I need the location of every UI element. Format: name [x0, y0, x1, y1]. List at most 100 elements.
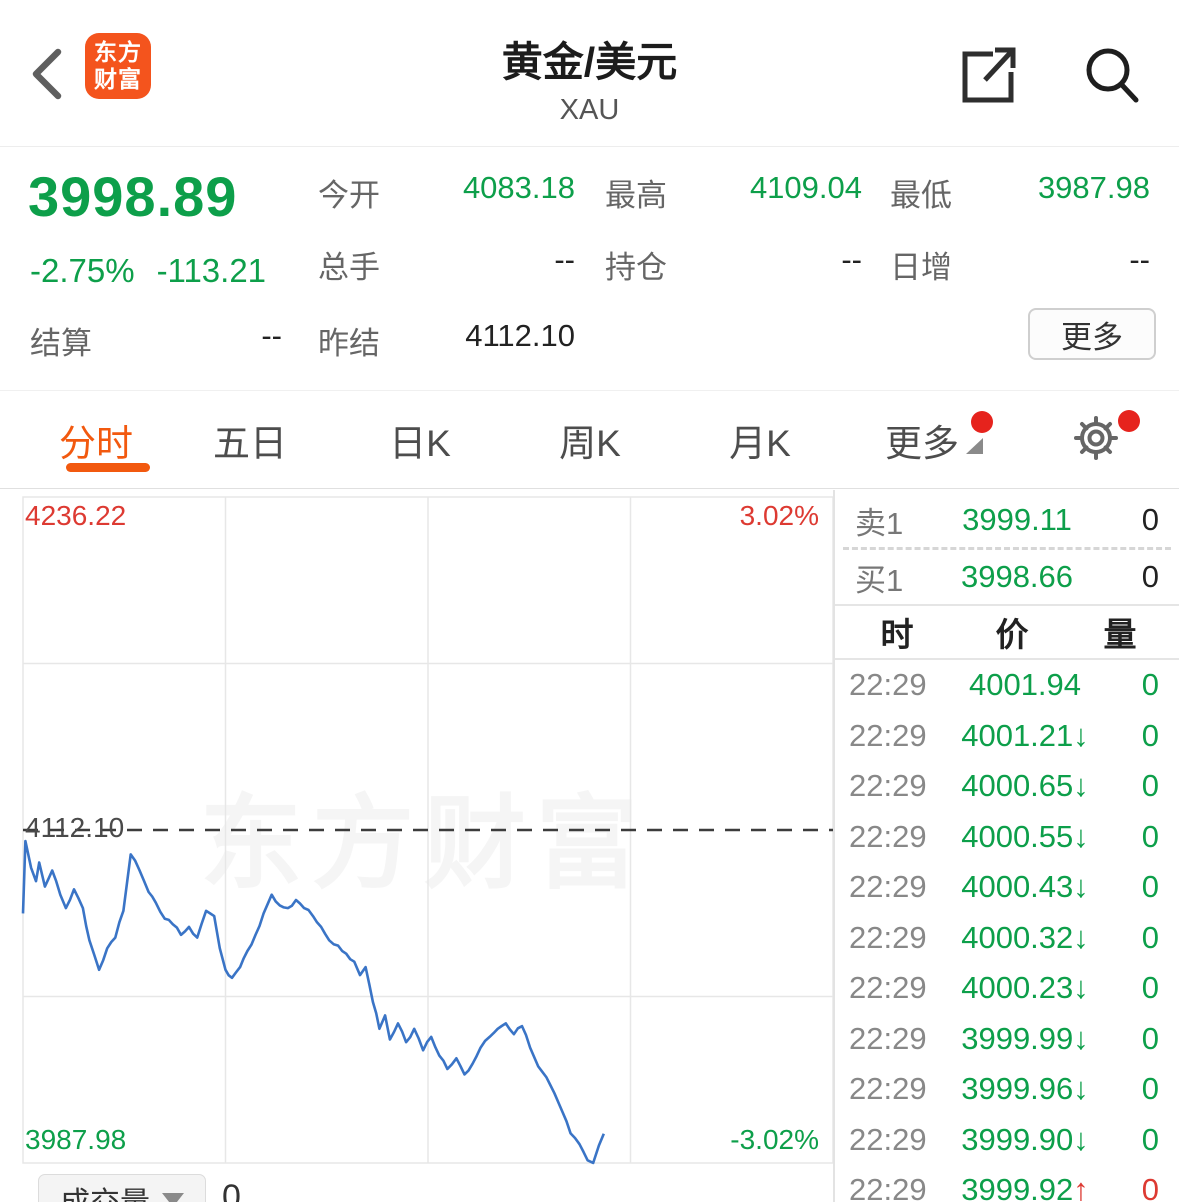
trade-row: 22:29 4000.23↓ 0	[835, 963, 1179, 1014]
tab-weekly-k[interactable]: 周K	[559, 423, 621, 464]
volume-indicator-label: 成交量	[60, 1178, 150, 1202]
trade-time: 22:29	[849, 768, 927, 804]
buy-1-row[interactable]: 买1 3998.66 0	[835, 550, 1179, 604]
sell-1-price: 3999.11	[962, 502, 1072, 537]
search-icon	[1086, 48, 1139, 103]
price-change: -2.75% -113.21	[30, 252, 288, 290]
order-panel: 卖1 3999.11 0 买1 3998.66 0 时 价 量 22:29 400…	[833, 490, 1179, 1202]
share-icon	[962, 47, 1016, 103]
tabbar-divider	[0, 488, 1179, 489]
trade-volume: 0	[1141, 717, 1159, 753]
tab-five-day[interactable]: 五日	[213, 423, 287, 464]
quote-more-button[interactable]: 更多	[1028, 308, 1156, 360]
price-change-value: -113.21	[156, 252, 267, 289]
trade-price: 3999.92↑	[935, 1172, 1115, 1202]
order-book-divider	[843, 547, 1171, 550]
trade-price: 4001.94	[968, 667, 1082, 703]
sell-1-row[interactable]: 卖1 3999.11 0	[835, 493, 1179, 547]
trade-volume: 0	[1141, 970, 1159, 1006]
tab-daily-k[interactable]: 日K	[389, 423, 451, 464]
trade-row: 22:29 4001.94 0	[835, 660, 1179, 711]
quote-field: 今开 4083.18	[318, 170, 575, 242]
trade-row: 22:29 3999.99↓ 0	[835, 1014, 1179, 1065]
volume-indicator-button[interactable]: 成交量	[38, 1174, 206, 1202]
trade-volume: 0	[1141, 667, 1159, 703]
settings-notification-dot	[1118, 410, 1140, 432]
page-subtitle: XAU	[559, 94, 620, 126]
trade-time: 22:29	[849, 1020, 927, 1056]
more-tab-notification-dot	[971, 411, 993, 433]
active-tab-underline	[66, 463, 150, 472]
quote-field-value: 4109.04	[749, 170, 862, 205]
chart-plot	[21, 496, 833, 1165]
trade-row: 22:29 4001.21↓ 0	[835, 711, 1179, 762]
quote-field-value: --	[554, 242, 575, 277]
quote-field-label: 日增	[890, 250, 952, 285]
trade-row: 22:29 3999.96↓ 0	[835, 1064, 1179, 1115]
trade-volume: 0	[1141, 1172, 1159, 1202]
arrow-down-icon: ↓	[1073, 1121, 1089, 1157]
trade-time: 22:29	[849, 1121, 927, 1157]
price-line	[21, 839, 606, 1165]
quote-field: 日增 --	[862, 242, 1150, 314]
settings-button[interactable]	[1066, 408, 1126, 468]
tab-minute[interactable]: 分时	[59, 423, 133, 464]
trade-volume: 0	[1141, 1020, 1159, 1056]
quote-field-value: --	[841, 242, 862, 277]
quote-field-label: 最低	[890, 178, 952, 213]
trade-time: 22:29	[849, 1172, 927, 1202]
trade-price: 3999.96↓	[961, 1071, 1089, 1107]
trade-volume: 0	[1141, 869, 1159, 905]
share-button[interactable]	[953, 40, 1021, 108]
more-tab-caret-icon	[966, 438, 983, 454]
chart-min-price: 3987.98	[25, 1124, 127, 1155]
tab-more[interactable]: 更多	[885, 423, 959, 464]
header: 东方 财富 黄金/美元 XAU	[0, 0, 1179, 146]
trade-time: 22:29	[849, 869, 927, 905]
back-button[interactable]	[26, 46, 70, 102]
quote-field-label: 最高	[605, 178, 667, 213]
arrow-down-icon: ↓	[1073, 970, 1089, 1006]
tab-monthly-k[interactable]: 月K	[729, 423, 791, 464]
trade-volume: 0	[1141, 919, 1159, 955]
trade-time: 22:29	[849, 667, 927, 703]
col-time: 时	[880, 616, 914, 653]
panel-divider	[835, 604, 1179, 606]
col-price: 价	[995, 616, 1029, 653]
settle-value: --	[261, 318, 282, 353]
trade-time: 22:29	[849, 1071, 927, 1107]
settle-row: 结算 -- 昨结 4112.10	[0, 318, 1179, 366]
trade-price: 3999.99↓	[961, 1020, 1089, 1056]
quote-grid: 今开 4083.18 最高 4109.04 最低 3987.98 总手 -- 持仓 -- 日增 --	[318, 170, 1158, 314]
chart-max-percent: 3.02%	[739, 500, 819, 531]
trade-row: 22:29 4000.55↓ 0	[835, 812, 1179, 863]
prev-settle-value: 4112.10	[465, 318, 575, 353]
arrow-down-icon: ↓	[1073, 869, 1089, 905]
trade-time: 22:29	[849, 818, 927, 854]
search-button[interactable]	[1078, 40, 1146, 108]
trade-row: 22:29 3999.92↑ 0	[835, 1165, 1179, 1202]
trade-volume: 0	[1141, 1071, 1159, 1107]
arrow-down-icon: ↓	[1073, 1020, 1089, 1056]
trade-price: 4000.65↓	[961, 768, 1089, 804]
trade-volume: 0	[1141, 818, 1159, 854]
header-divider	[0, 146, 1179, 147]
trade-price: 4000.32↓	[961, 919, 1089, 955]
price-change-percent: -2.75%	[30, 252, 135, 289]
gear-icon	[1074, 416, 1118, 460]
chart-baseline-price: 4112.10	[25, 812, 125, 843]
quote-field: 最高 4109.04	[575, 170, 862, 242]
trade-time: 22:29	[849, 717, 927, 753]
settle-label: 结算	[30, 326, 92, 361]
buy-1-price: 3998.66	[960, 559, 1074, 594]
trade-time: 22:29	[849, 970, 927, 1006]
quote-field-value: --	[1129, 242, 1150, 277]
arrow-down-icon: ↓	[1073, 919, 1089, 955]
trade-volume: 0	[1141, 1121, 1159, 1157]
trade-price: 4000.43↓	[961, 869, 1089, 905]
page-title: 黄金/美元	[501, 39, 678, 85]
buy-1-label: 买1	[855, 562, 904, 598]
trade-time: 22:29	[849, 919, 927, 955]
chart-min-percent: -3.02%	[730, 1124, 819, 1155]
